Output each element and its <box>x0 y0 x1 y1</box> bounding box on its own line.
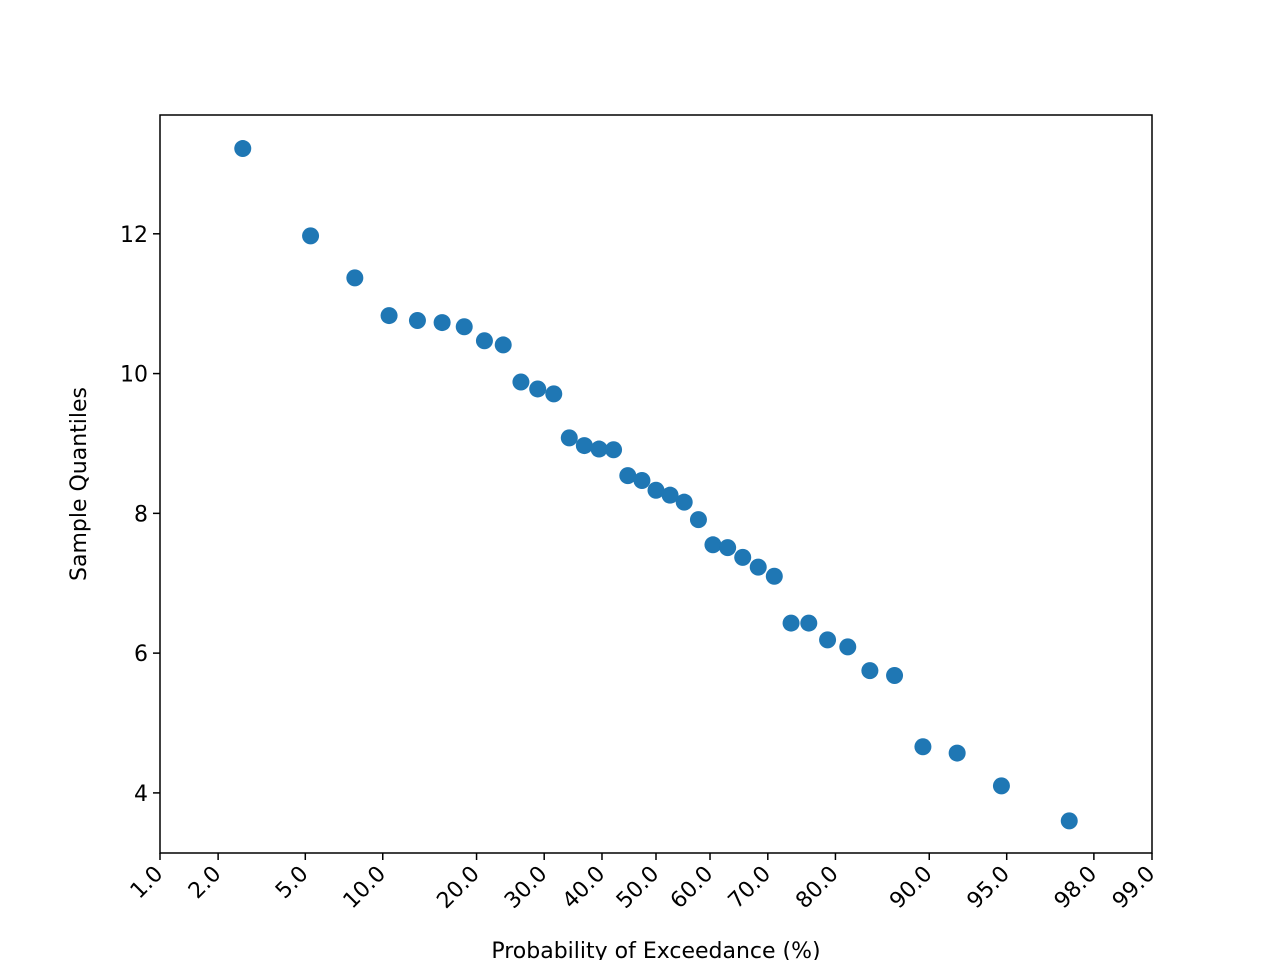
point <box>782 614 800 632</box>
point <box>575 437 593 455</box>
point <box>734 548 752 566</box>
point <box>948 744 966 762</box>
x-axis-label: Probability of Exceedance (%) <box>491 939 820 960</box>
point <box>605 441 623 459</box>
point <box>992 777 1010 795</box>
point <box>433 314 451 332</box>
point <box>560 429 578 447</box>
point <box>861 662 879 680</box>
x-tick-label: 1.0 <box>126 862 168 904</box>
point <box>475 332 493 350</box>
y-tick-label: 4 <box>134 782 148 807</box>
point <box>346 269 364 287</box>
x-tick-label: 10.0 <box>339 862 391 914</box>
point <box>914 738 932 756</box>
point <box>512 373 530 391</box>
point <box>408 311 426 329</box>
x-tick-label: 99.0 <box>1108 862 1160 914</box>
point <box>529 380 547 398</box>
point <box>302 227 320 245</box>
point <box>839 638 857 656</box>
point <box>619 467 637 485</box>
y-tick-label: 6 <box>134 642 148 667</box>
point <box>689 511 707 529</box>
point <box>633 472 651 490</box>
x-tick-label: 30.0 <box>500 862 552 914</box>
point <box>719 539 737 557</box>
y-tick-label: 8 <box>134 502 148 527</box>
point <box>380 307 398 325</box>
point <box>800 614 818 632</box>
x-tick-label: 20.0 <box>432 862 484 914</box>
x-tick-label: 5.0 <box>271 862 313 904</box>
point <box>749 558 767 576</box>
x-tick-label: 40.0 <box>558 862 610 914</box>
point <box>590 440 608 458</box>
point <box>704 536 722 554</box>
y-tick-label: 12 <box>120 223 148 248</box>
x-tick-label: 95.0 <box>963 862 1015 914</box>
y-axis-label: Sample Quantiles <box>67 387 92 581</box>
x-tick-label: 90.0 <box>885 862 937 914</box>
point <box>545 385 563 403</box>
point <box>661 486 679 504</box>
x-tick-label: 80.0 <box>791 862 843 914</box>
point <box>455 318 473 336</box>
point <box>886 666 904 684</box>
point <box>765 567 783 585</box>
point <box>819 631 837 649</box>
point <box>675 493 693 511</box>
x-tick-label: 50.0 <box>612 862 664 914</box>
point <box>234 140 252 158</box>
y-tick-label: 10 <box>120 363 148 388</box>
point <box>647 481 665 499</box>
x-tick-label: 98.0 <box>1050 862 1102 914</box>
point <box>494 336 512 354</box>
x-tick-label: 2.0 <box>184 862 226 904</box>
point <box>1060 812 1078 830</box>
x-tick-label: 60.0 <box>666 862 718 914</box>
x-tick-label: 70.0 <box>724 862 776 914</box>
